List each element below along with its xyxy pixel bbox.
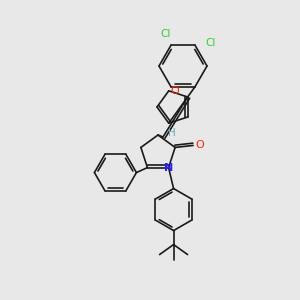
Text: Cl: Cl xyxy=(205,38,215,48)
Text: O: O xyxy=(196,140,205,150)
Text: H: H xyxy=(168,128,176,138)
Text: N: N xyxy=(164,163,173,172)
Text: O: O xyxy=(170,86,179,96)
Text: Cl: Cl xyxy=(161,29,171,39)
